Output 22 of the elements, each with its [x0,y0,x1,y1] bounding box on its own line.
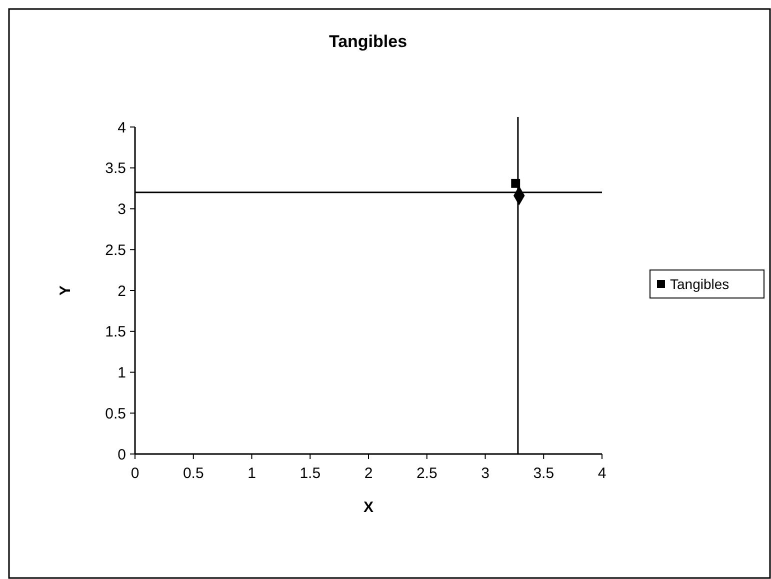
y-tick-label: 2.5 [105,242,126,259]
legend-label: Tangibles [670,276,730,292]
x-tick-label: 0.5 [182,465,204,482]
y-axis-title: Y [57,285,74,296]
x-tick-label: 3 [481,465,490,482]
y-tick-label: 0 [118,446,126,464]
y-tick-label: 3.5 [105,160,126,178]
y-tick-label: 0.5 [105,405,126,422]
chart-title: Tangibles [328,32,408,51]
x-tick-label: 3.5 [533,465,554,482]
y-tick-label: 3 [118,201,126,218]
x-tick-label: 1.5 [300,465,321,482]
y-tick-label: 2 [118,282,126,300]
y-tick-label: 1 [118,364,126,382]
y-tick-label: 1.5 [105,324,126,341]
x-tick-label: 0 [130,465,140,482]
x-tick-label: 4 [598,465,606,482]
x-tick-label: 2 [364,465,373,482]
x-axis-title: X [363,499,374,516]
x-tick-label: 2.5 [416,465,438,482]
y-tick-label: 4 [118,119,126,136]
x-tick-label: 1 [248,465,256,482]
